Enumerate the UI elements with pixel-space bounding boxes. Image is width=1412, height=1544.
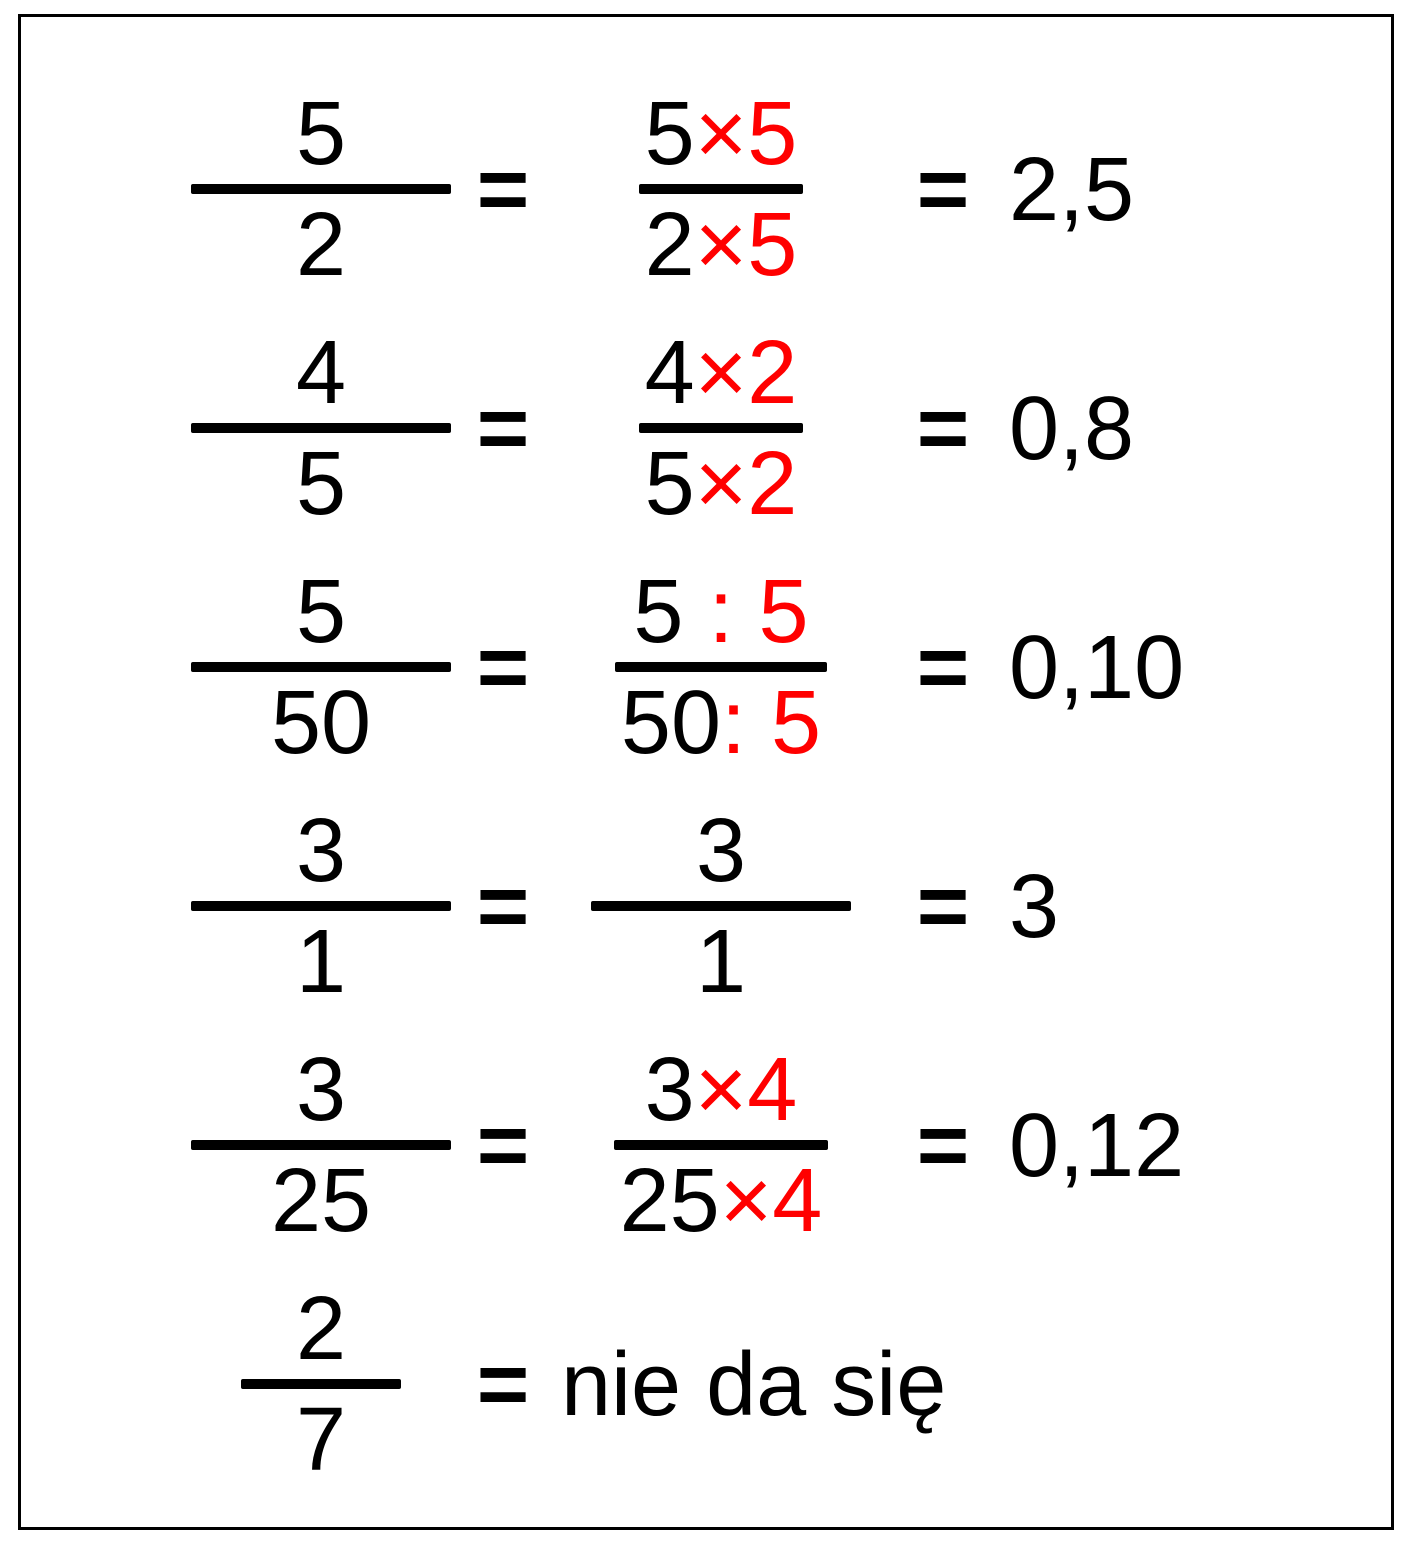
denominator: 5×2 <box>639 437 804 532</box>
numerator: 5 <box>290 565 352 660</box>
fraction: 4 5 <box>191 326 451 531</box>
equals-sign: = <box>441 1101 561 1191</box>
denominator: 5 <box>290 437 352 532</box>
denominator: 2 <box>290 198 352 293</box>
num-part: 3 <box>645 1040 695 1140</box>
fraction-middle: 5 : 5 50: 5 <box>561 565 881 770</box>
fraction-bar <box>639 423 804 433</box>
num-part-highlight: ×4 <box>695 1040 798 1140</box>
den-part-highlight: ×4 <box>720 1151 823 1251</box>
numerator: 3 <box>290 1043 352 1138</box>
den-part: 25 <box>620 1151 720 1251</box>
fraction-bar <box>591 901 851 911</box>
numerator: 5 : 5 <box>627 565 814 660</box>
den-part: 5 <box>645 434 695 534</box>
fraction-middle: 3×4 25×4 <box>561 1043 881 1248</box>
result: 0,8 <box>1001 384 1261 474</box>
fraction-left: 5 2 <box>201 87 441 292</box>
equals-sign: = <box>441 862 561 952</box>
fraction: 5×5 2×5 <box>639 87 804 292</box>
numerator: 5×5 <box>639 87 804 182</box>
equals-sign: = <box>881 384 1001 474</box>
denominator: 50: 5 <box>615 676 827 771</box>
page: 5 2 = 5×5 2×5 <box>0 0 1412 1544</box>
fraction: 3×4 25×4 <box>614 1043 829 1248</box>
fraction-bar <box>191 901 451 911</box>
den-part-highlight: ×5 <box>695 195 798 295</box>
numerator: 4×2 <box>639 326 804 421</box>
equation-rows: 5 2 = 5×5 2×5 <box>201 87 1331 1487</box>
den-part-highlight: : 5 <box>721 673 821 773</box>
numerator: 3 <box>690 804 752 899</box>
fraction-bar <box>241 1379 401 1389</box>
fraction-left: 2 7 <box>201 1282 441 1487</box>
fraction-left: 3 25 <box>201 1043 441 1248</box>
equals-sign: = <box>441 145 561 235</box>
result: 0,12 <box>1001 1101 1261 1191</box>
equals-sign: = <box>441 384 561 474</box>
fraction: 2 7 <box>241 1282 401 1487</box>
equation-row: 3 1 = 3 1 <box>201 804 1331 1009</box>
equals-sign: = <box>441 623 561 713</box>
fraction-bar <box>639 184 804 194</box>
numerator: 2 <box>290 1282 352 1377</box>
equals-sign: = <box>881 862 1001 952</box>
denominator: 1 <box>290 915 352 1010</box>
fraction: 5 2 <box>191 87 451 292</box>
num-part-highlight: ×5 <box>695 84 798 184</box>
num-part: 4 <box>645 323 695 423</box>
denominator: 25×4 <box>614 1154 829 1249</box>
fraction: 4×2 5×2 <box>639 326 804 531</box>
num-part: 5 <box>633 562 708 662</box>
denominator: 1 <box>690 915 752 1010</box>
fraction: 5 : 5 50: 5 <box>615 565 827 770</box>
den-part: 1 <box>696 912 746 1012</box>
equation-row: 3 25 = 3×4 25×4 <box>201 1043 1331 1248</box>
equation-row: 4 5 = 4×2 5×2 <box>201 326 1331 531</box>
denominator: 50 <box>265 676 377 771</box>
fraction-bar <box>191 423 451 433</box>
fraction-middle: 5×5 2×5 <box>561 87 881 292</box>
fraction-middle: 4×2 5×2 <box>561 326 881 531</box>
fraction: 3 1 <box>591 804 851 1009</box>
fraction: 3 25 <box>191 1043 451 1248</box>
fraction-bar <box>614 1140 829 1150</box>
fraction-bar <box>191 1140 451 1150</box>
result: 3 <box>1001 862 1261 952</box>
equals-sign: = <box>881 1101 1001 1191</box>
fraction: 5 50 <box>191 565 451 770</box>
equals-sign: = <box>881 623 1001 713</box>
numerator: 5 <box>290 87 352 182</box>
fraction-middle: 3 1 <box>561 804 881 1009</box>
result: 2,5 <box>1001 145 1261 235</box>
fraction-bar <box>615 662 827 672</box>
equals-sign: = <box>881 145 1001 235</box>
num-part-highlight: : 5 <box>708 562 808 662</box>
denominator: 25 <box>265 1154 377 1249</box>
fraction-bar <box>191 184 451 194</box>
fraction-bar <box>191 662 451 672</box>
den-part: 50 <box>621 673 721 773</box>
equation-row: 2 7 = nie da się <box>201 1282 1331 1487</box>
fraction-left: 3 1 <box>201 804 441 1009</box>
equals-sign: = <box>441 1340 561 1430</box>
numerator: 4 <box>290 326 352 421</box>
num-part: 3 <box>696 801 746 901</box>
num-part: 5 <box>645 84 695 184</box>
content-frame: 5 2 = 5×5 2×5 <box>18 14 1394 1530</box>
denominator: 2×5 <box>639 198 804 293</box>
num-part-highlight: ×2 <box>695 323 798 423</box>
result: 0,10 <box>1001 623 1261 713</box>
text-result: nie da się <box>561 1340 1331 1430</box>
numerator: 3 <box>290 804 352 899</box>
fraction-left: 4 5 <box>201 326 441 531</box>
equation-row: 5 50 = 5 : 5 50: 5 <box>201 565 1331 770</box>
equation-row: 5 2 = 5×5 2×5 <box>201 87 1331 292</box>
denominator: 7 <box>290 1393 352 1488</box>
fraction: 3 1 <box>191 804 451 1009</box>
den-part: 2 <box>645 195 695 295</box>
fraction-left: 5 50 <box>201 565 441 770</box>
numerator: 3×4 <box>639 1043 804 1138</box>
den-part-highlight: ×2 <box>695 434 798 534</box>
